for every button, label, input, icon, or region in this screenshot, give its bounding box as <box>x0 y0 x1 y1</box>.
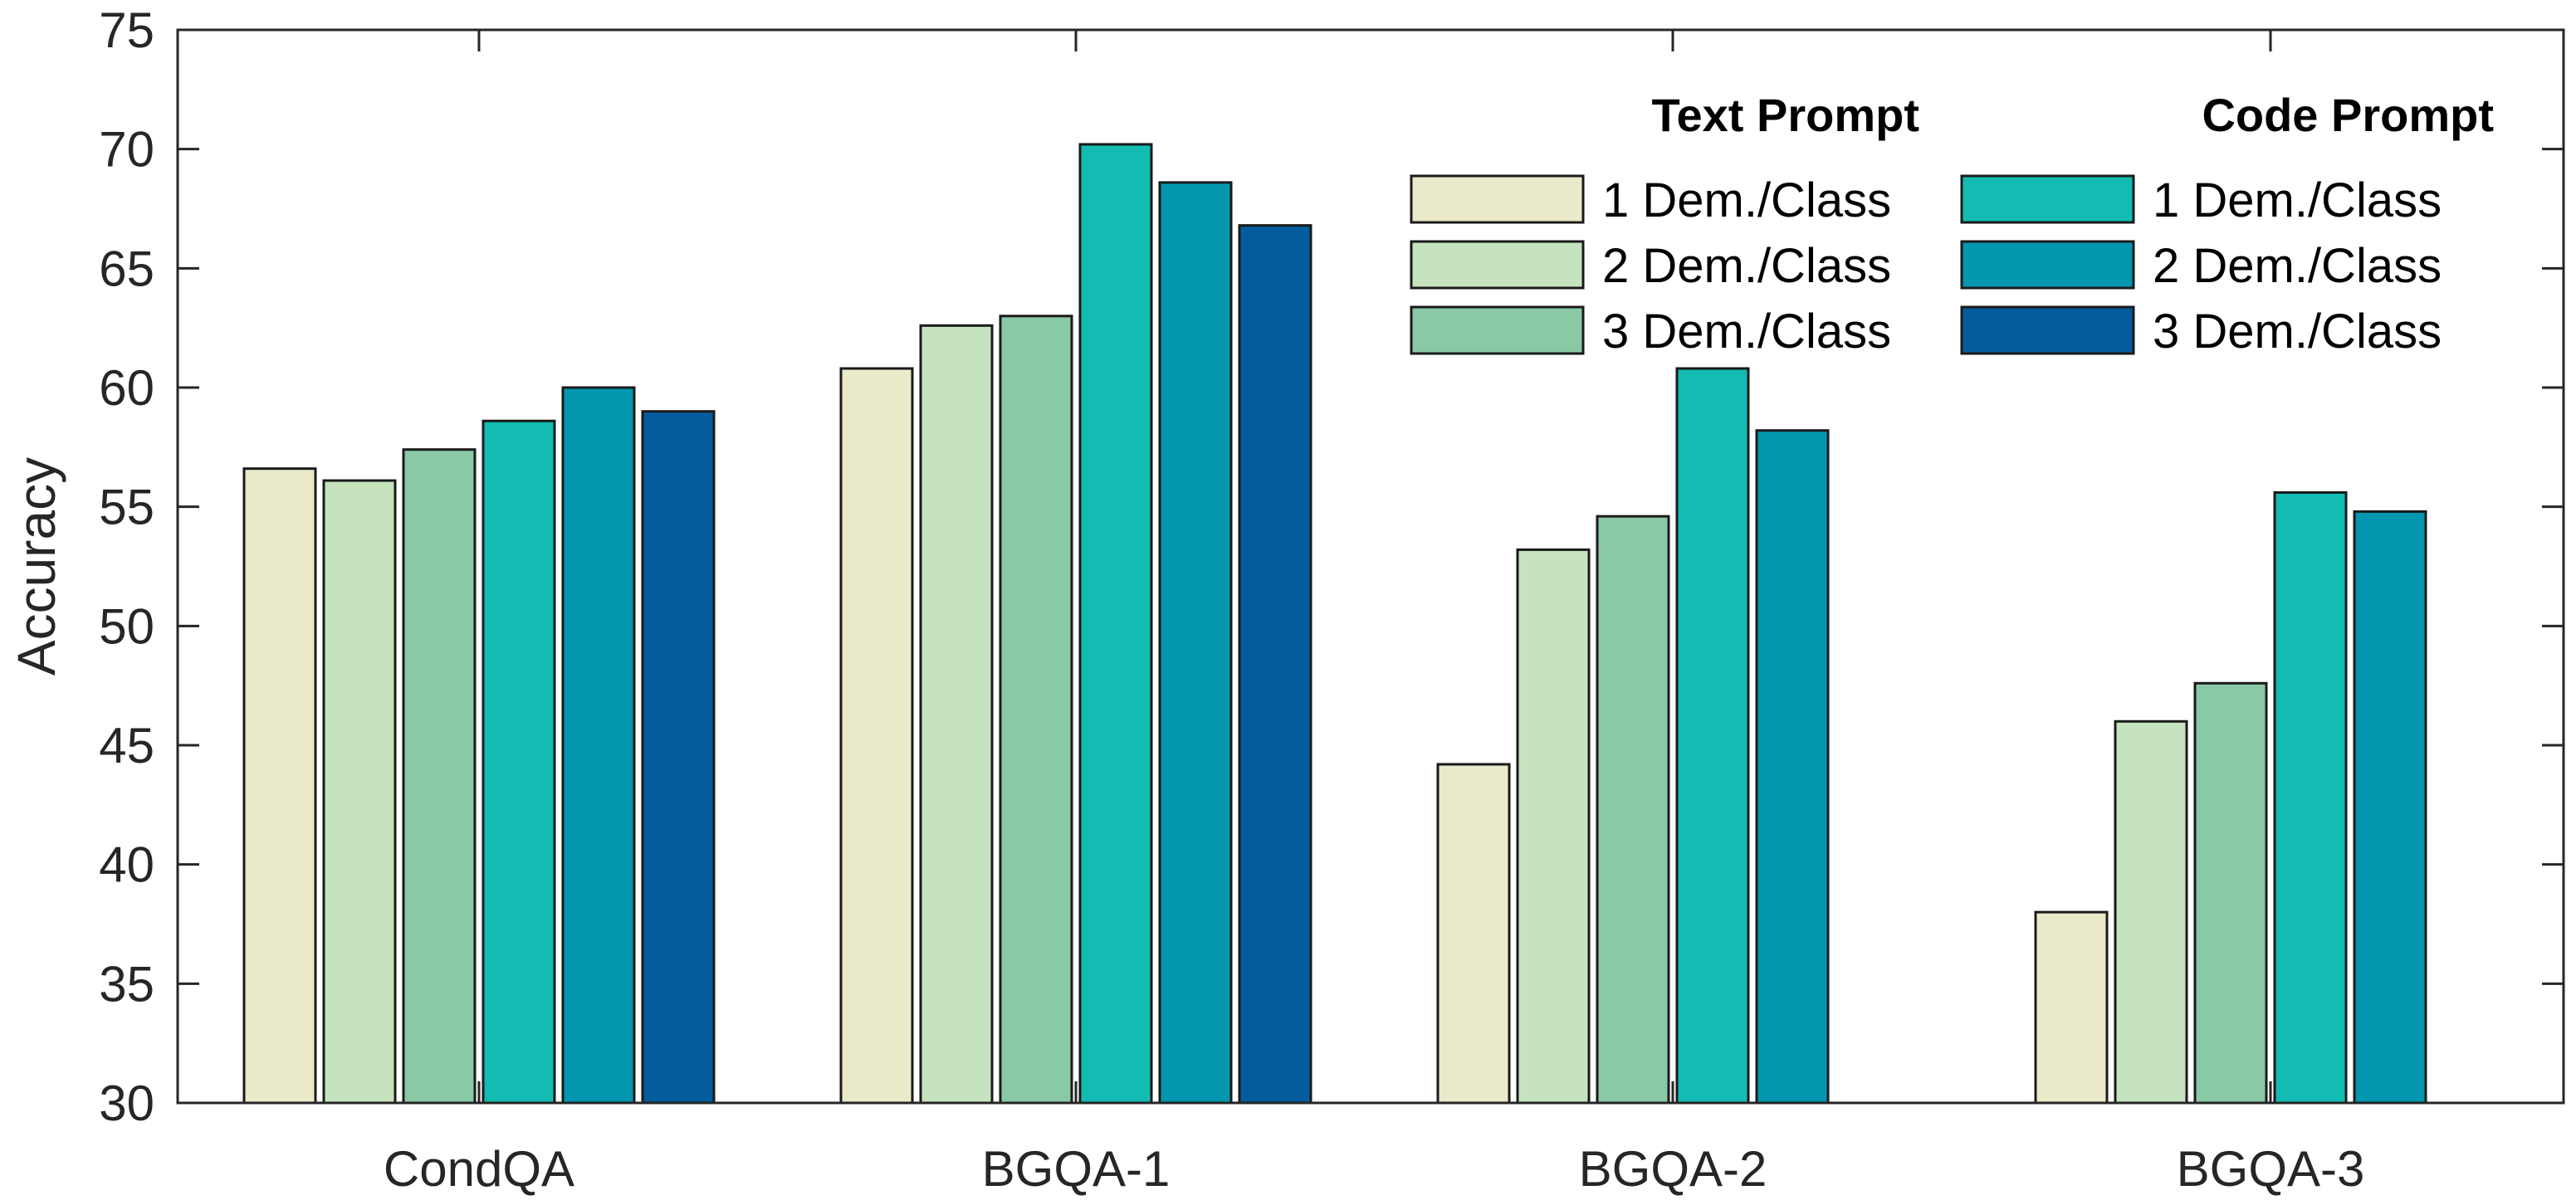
bar-bgqa-1-series-6 <box>1238 224 1312 1105</box>
x-tick-label-bgqa-1: BGQA-1 <box>982 1141 1171 1197</box>
legend-swatch <box>1960 305 2135 355</box>
bar-bgqa-2-series-5 <box>1755 429 1830 1105</box>
bar-bgqa-2-series-3 <box>1596 515 1670 1105</box>
plot-frame <box>176 28 2565 1105</box>
y-tick-label: 30 <box>99 1076 154 1131</box>
y-axis-title: Accuracy <box>7 457 66 676</box>
y-tick-label: 65 <box>99 241 154 296</box>
y-tick-label: 35 <box>99 956 154 1012</box>
bar-condqa-series-6 <box>641 410 716 1105</box>
bar-condqa-series-2 <box>322 479 397 1105</box>
bar-bgqa-3-series-4 <box>2273 490 2348 1105</box>
y-tick-label: 75 <box>99 2 154 58</box>
y-tick-label: 40 <box>99 837 154 893</box>
legend-swatch <box>1410 240 1585 290</box>
legend-swatch <box>1960 174 2135 224</box>
bar-bgqa-3-series-3 <box>2193 681 2268 1105</box>
bar-bgqa-1-series-2 <box>919 324 994 1105</box>
axes-layer: 30 35 40 45 50 55 60 65 70 75 CondQA BGQA-1 BGQA-2 BG… <box>99 2 2565 1197</box>
legend-heading-2: Code Prompt <box>2202 89 2494 141</box>
legend-label: 2 Dem./Class <box>1602 239 1891 293</box>
bar-bgqa-1-series-4 <box>1078 143 1153 1105</box>
bar-bgqa-1-series-3 <box>999 315 1073 1105</box>
x-tick-label-bgqa-3: BGQA-3 <box>2177 1141 2365 1197</box>
bar-condqa-series-5 <box>561 386 636 1105</box>
legend-label: 3 Dem./Class <box>1602 305 1891 359</box>
legend: Text Prompt 1 Dem./Class 2 Dem./Class 3 Dem… <box>1410 89 2494 359</box>
bar-bgqa-2-series-4 <box>1675 367 1750 1105</box>
bar-bgqa-1-series-5 <box>1158 181 1233 1105</box>
y-tick-label: 45 <box>99 718 154 773</box>
bar-bgqa-3-series-5 <box>2353 510 2427 1105</box>
bar-bgqa-1-series-1 <box>839 367 914 1105</box>
bar-condqa-series-1 <box>242 467 317 1105</box>
bar-bgqa-2-series-2 <box>1516 548 1591 1105</box>
legend-heading-1: Text Prompt <box>1651 89 1919 141</box>
bar-condqa-series-3 <box>402 448 477 1105</box>
legend-swatch <box>1410 305 1585 355</box>
bar-condqa-series-4 <box>481 419 556 1105</box>
x-tick-label-bgqa-2: BGQA-2 <box>1579 1141 1767 1197</box>
legend-swatch <box>1410 174 1585 224</box>
y-tick-label: 70 <box>99 122 154 178</box>
legend-label: 1 Dem./Class <box>1602 173 1891 227</box>
y-tick-label: 50 <box>99 598 154 654</box>
legend-swatch <box>1960 240 2135 290</box>
bar-bgqa-3-series-2 <box>2114 720 2188 1105</box>
bars-layer <box>242 143 2427 1105</box>
x-tick-label-condqa: CondQA <box>384 1141 574 1197</box>
legend-label: 2 Dem./Class <box>2153 239 2442 293</box>
y-tick-label: 55 <box>99 480 154 535</box>
bar-bgqa-2-series-1 <box>1436 763 1511 1105</box>
bar-bgqa-3-series-1 <box>2034 910 2109 1105</box>
legend-label: 1 Dem./Class <box>2153 173 2442 227</box>
y-tick-label: 60 <box>99 360 154 416</box>
legend-label: 3 Dem./Class <box>2153 305 2442 359</box>
